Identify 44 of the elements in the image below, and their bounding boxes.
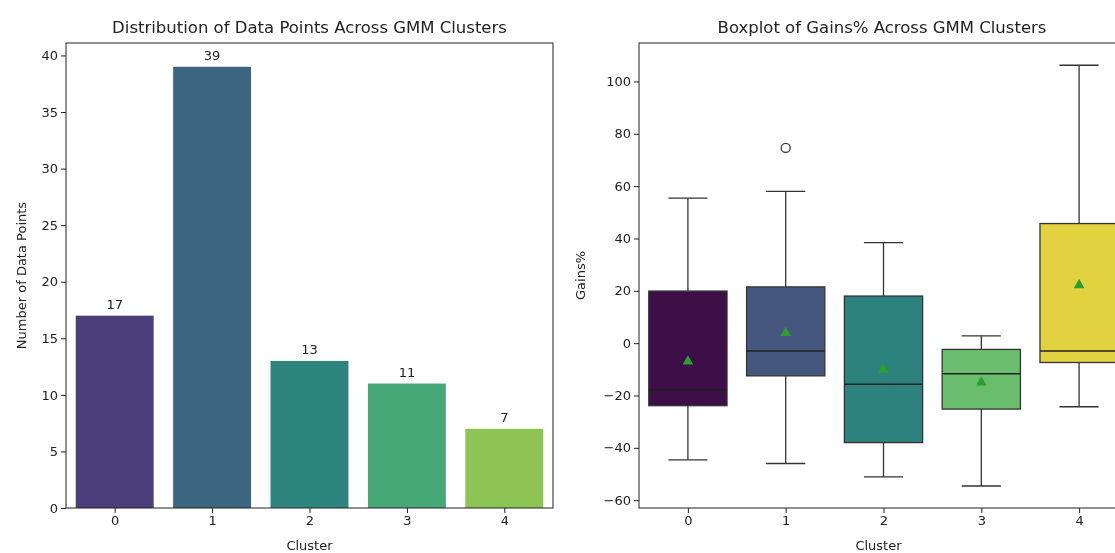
- x-tick-label: 2: [305, 513, 315, 529]
- y-axis-title: Number of Data Points: [14, 201, 29, 350]
- data-label: 13: [301, 341, 318, 357]
- data-label: 7: [500, 409, 509, 425]
- x-tick-label: 0: [684, 513, 693, 529]
- x-tick-label: 2: [879, 513, 889, 529]
- chart-title: Distribution of Data Points Across GMM Clusters: [112, 18, 507, 37]
- x-tick-label: 0: [111, 513, 120, 529]
- x-tick-label: 1: [782, 513, 791, 529]
- chart-title: Boxplot of Gains% Across GMM Clusters: [717, 18, 1047, 37]
- y-tick-label: 0: [622, 335, 631, 351]
- bar: [173, 66, 252, 508]
- y-tick-label: 40: [614, 231, 631, 247]
- x-axis-title: Cluster: [286, 538, 334, 553]
- y-tick-label: 5: [49, 444, 58, 460]
- y-tick-label: 15: [41, 330, 58, 346]
- bar: [465, 428, 544, 508]
- x-tick-label: 1: [208, 513, 217, 529]
- y-tick-label: 60: [614, 178, 631, 194]
- y-tick-label: 30: [41, 161, 58, 177]
- x-tick-label: 4: [1075, 513, 1084, 529]
- y-tick-label: −60: [603, 492, 631, 508]
- x-axis-title: Cluster: [855, 538, 903, 553]
- y-tick-label: −20: [603, 388, 631, 404]
- y-tick-label: 40: [41, 48, 58, 64]
- data-label: 39: [203, 47, 221, 63]
- y-tick-label: 20: [614, 283, 631, 299]
- y-tick-label: 20: [41, 274, 58, 290]
- bar: [367, 383, 446, 508]
- data-label: 17: [106, 296, 123, 312]
- data-label: 11: [398, 364, 416, 380]
- y-tick-label: 35: [41, 104, 58, 120]
- y-tick-label: 0: [49, 500, 58, 516]
- x-tick-label: 3: [977, 513, 986, 529]
- y-tick-label: 10: [41, 387, 58, 403]
- bar: [270, 360, 349, 508]
- y-axis-title: Gains%: [573, 250, 588, 301]
- y-tick-label: 100: [606, 74, 631, 90]
- y-tick-label: −40: [603, 440, 631, 456]
- y-tick-label: 25: [41, 217, 58, 233]
- bar: [75, 315, 154, 508]
- y-tick-label: 80: [614, 126, 631, 142]
- x-tick-label: 3: [403, 513, 412, 529]
- x-tick-label: 4: [500, 513, 509, 529]
